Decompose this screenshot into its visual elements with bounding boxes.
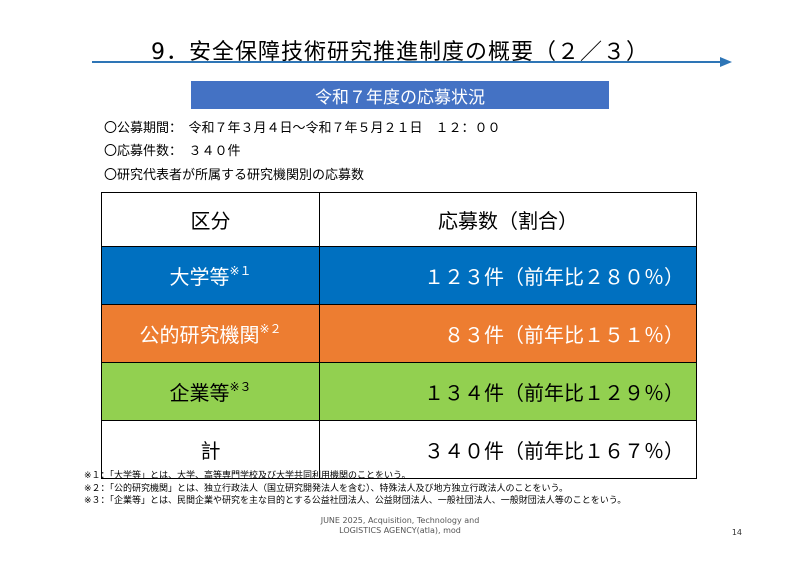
row-category: 企業等 bbox=[169, 381, 230, 405]
source-credit: JUNE 2025, Acquisition, Technology and L… bbox=[280, 516, 520, 536]
row-category-cell: 大学等※１ bbox=[101, 246, 320, 305]
footnote-3: ※３：「企業等」とは、民間企業や研究を主な目的とする公益社団法人、公益財団法人、… bbox=[84, 496, 627, 506]
header-applications: 応募数（割合） bbox=[319, 192, 697, 247]
page-number: 14 bbox=[731, 528, 742, 537]
footnotes: ※１：「大学等」とは、大学、高等専門学校及び大学共同利用機関のことをいう。 ※２… bbox=[84, 470, 626, 508]
row-note-mark: ※２ bbox=[259, 322, 282, 336]
row-note-mark: ※１ bbox=[229, 264, 252, 278]
section-subtitle: 令和７年度の応募状況 bbox=[191, 81, 609, 109]
row-category: 計 bbox=[101, 420, 320, 479]
header-category: 区分 bbox=[101, 192, 320, 247]
row-value: ３４０件（前年比１６７％） bbox=[319, 420, 697, 479]
row-category-cell: 企業等※３ bbox=[101, 362, 320, 421]
info-period: 〇公募期間： 令和７年３月４日～令和７年５月２１日 １２：００ bbox=[104, 121, 501, 136]
source-line-2: LOGISTICS AGENCY(atla), mod bbox=[339, 526, 461, 535]
table-header-row: 区分 応募数（割合） bbox=[101, 192, 697, 247]
footnote-1: ※１：「大学等」とは、大学、高等専門学校及び大学共同利用機関のことをいう。 bbox=[84, 471, 411, 481]
row-value: １２３件（前年比２８０％） bbox=[319, 246, 697, 305]
section-subtitle-text: 令和７年度の応募状況 bbox=[315, 87, 485, 108]
row-note-mark: ※３ bbox=[229, 380, 252, 394]
source-line-1: JUNE 2025, Acquisition, Technology and bbox=[320, 516, 480, 525]
row-value: ８３件（前年比１５１％） bbox=[319, 304, 697, 363]
applications-table: 区分 応募数（割合） 大学等※１ １２３件（前年比２８０％） 公的研究機関※２ … bbox=[101, 192, 697, 479]
info-breakdown-title: 〇研究代表者が所属する研究機関別の応募数 bbox=[104, 168, 365, 183]
table-row-public-research: 公的研究機関※２ ８３件（前年比１５１％） bbox=[101, 304, 697, 363]
table-row-companies: 企業等※３ １３４件（前年比１２９％） bbox=[101, 362, 697, 421]
row-category: 公的研究機関 bbox=[139, 323, 260, 347]
title-underline-arrow bbox=[92, 57, 732, 67]
slide-title: 9．安全保障技術研究推進制度の概要（２／３） bbox=[151, 40, 649, 65]
row-value: １３４件（前年比１２９％） bbox=[319, 362, 697, 421]
row-category: 大学等 bbox=[169, 265, 230, 289]
table-row-total: 計 ３４０件（前年比１６７％） bbox=[101, 420, 697, 479]
row-category-cell: 公的研究機関※２ bbox=[101, 304, 320, 363]
info-count: 〇応募件数： ３４０件 bbox=[104, 144, 241, 159]
footnote-2: ※２：「公的研究機関」とは、独立行政法人（国立研究開発法人を含む）、特殊法人及び… bbox=[84, 483, 569, 494]
table-row-universities: 大学等※１ １２３件（前年比２８０％） bbox=[101, 246, 697, 305]
